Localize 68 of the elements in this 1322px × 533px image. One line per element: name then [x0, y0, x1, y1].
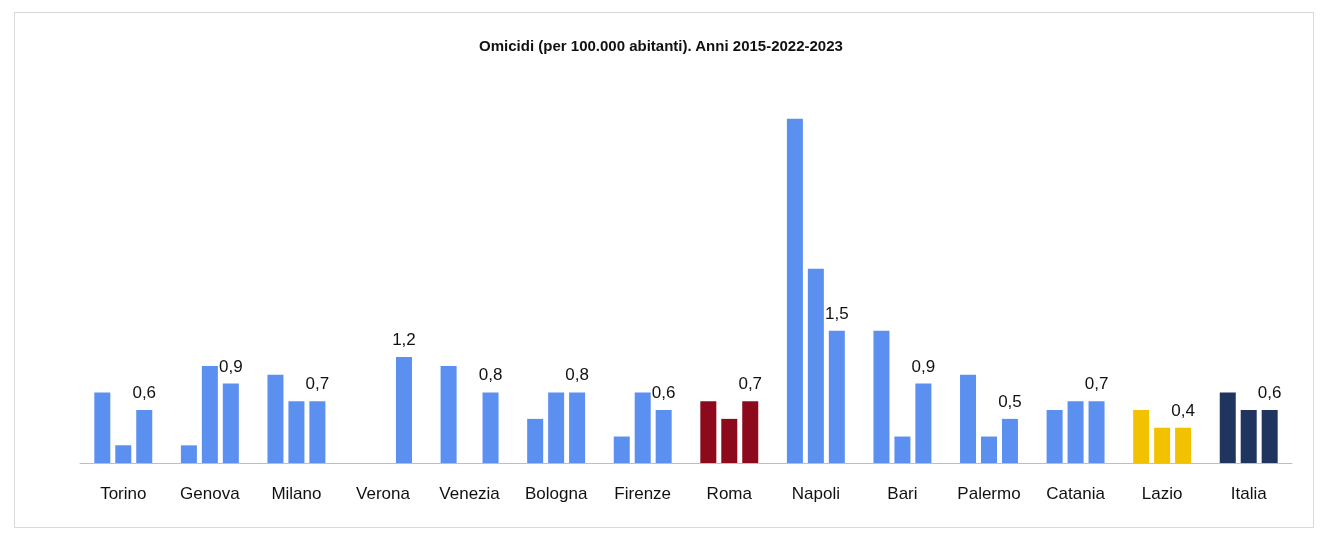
bar — [440, 365, 457, 463]
bar — [1240, 410, 1257, 463]
bar — [569, 392, 586, 463]
bar — [115, 445, 132, 463]
bar — [828, 330, 845, 463]
bar — [613, 436, 630, 463]
bar — [981, 436, 997, 463]
bar — [267, 374, 284, 463]
chart-title: Omicidi (per 100.000 abitanti). Anni 2015-2022-2023 — [479, 37, 843, 54]
data-label: 0,6 — [651, 383, 676, 403]
bar — [1088, 401, 1105, 463]
bar — [700, 401, 717, 463]
x-tick-label: Napoli — [791, 484, 840, 503]
bar — [721, 418, 738, 463]
bar — [136, 410, 153, 463]
bar — [1261, 410, 1278, 463]
data-label: 0,4 — [1171, 400, 1195, 420]
bar — [742, 401, 759, 463]
bar — [960, 374, 977, 463]
bar — [548, 392, 565, 463]
x-tick-label: Bologna — [524, 484, 588, 503]
bar — [1133, 410, 1150, 463]
bar — [482, 392, 499, 463]
data-label: 0,9 — [911, 356, 936, 376]
data-label: 0,6 — [132, 383, 157, 403]
data-label: 0,9 — [219, 356, 243, 376]
data-label: 1,5 — [825, 303, 849, 323]
bar — [894, 436, 911, 463]
bar — [634, 392, 651, 463]
data-label: 0,5 — [998, 391, 1022, 411]
bar — [395, 357, 412, 463]
bar — [527, 418, 544, 463]
bar — [1067, 401, 1084, 463]
x-tick-label: Firenze — [614, 484, 672, 503]
data-label: 0,6 — [1257, 383, 1282, 403]
x-tick-label: Roma — [706, 484, 753, 503]
bar — [222, 383, 239, 463]
data-label: 0,8 — [478, 365, 503, 385]
x-tick-label: Venezia — [439, 484, 501, 503]
x-tick-label: Torino — [100, 484, 147, 503]
bar — [655, 410, 672, 463]
x-tick-label: Italia — [1230, 484, 1268, 503]
bar — [873, 330, 890, 463]
x-tick-label: Catania — [1046, 484, 1106, 503]
bar — [201, 365, 218, 463]
x-tick-label: Lazio — [1141, 484, 1183, 503]
bar — [1175, 427, 1192, 463]
bar — [94, 392, 111, 463]
data-label: 1,2 — [392, 330, 416, 350]
data-label: 0,7 — [1084, 374, 1109, 394]
bar — [786, 118, 803, 463]
x-tick-label: Bari — [887, 484, 918, 503]
bar — [1154, 427, 1171, 463]
bar — [309, 401, 326, 463]
bar — [1046, 410, 1063, 463]
x-tick-label: Milano — [271, 484, 322, 503]
bar — [1001, 418, 1018, 463]
x-tick-label: Palermo — [957, 484, 1021, 503]
x-tick-label: Genova — [180, 484, 241, 503]
data-label: 0,8 — [565, 365, 589, 385]
bar — [1219, 392, 1236, 463]
bar — [807, 268, 824, 463]
data-label: 0,7 — [738, 374, 763, 394]
bar — [915, 383, 932, 463]
bar — [180, 445, 197, 463]
bar — [288, 401, 305, 463]
data-label: 0,7 — [305, 374, 330, 394]
x-tick-label: Verona — [356, 484, 411, 503]
